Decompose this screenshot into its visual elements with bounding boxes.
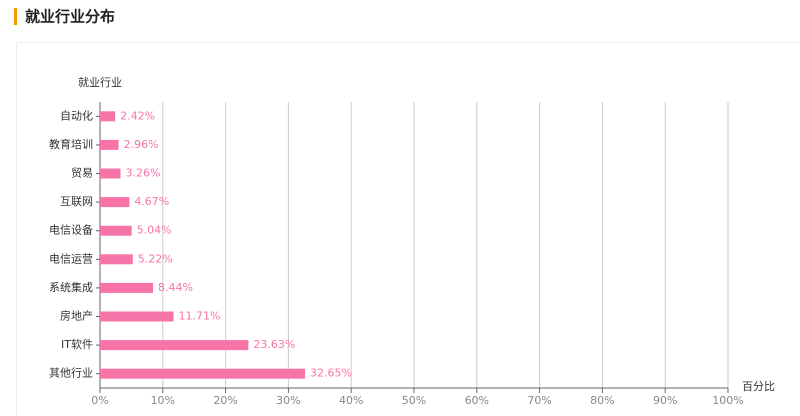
y-tick-label: 电信运营 <box>49 251 93 265</box>
value-label: 2.42% <box>120 109 155 122</box>
value-label: 23.63% <box>253 338 295 351</box>
x-tick-label: 50% <box>402 394 426 407</box>
x-tick-label: 70% <box>527 394 551 407</box>
value-label: 2.96% <box>124 138 159 151</box>
x-axis-label: 百分比 <box>742 380 775 393</box>
y-tick-label: 教育培训 <box>49 137 93 151</box>
y-axis-label: 就业行业 <box>78 75 122 89</box>
bar <box>100 254 133 265</box>
x-tick-label: 10% <box>151 394 175 407</box>
y-tick-label: 自动化 <box>60 108 93 122</box>
x-tick-label: 30% <box>276 394 300 407</box>
value-label: 11.71% <box>179 310 221 323</box>
y-tick-label: 电信设备 <box>49 223 93 237</box>
bar <box>100 340 249 351</box>
title-accent <box>14 8 17 25</box>
value-label: 5.04% <box>137 224 172 237</box>
bar <box>100 368 306 379</box>
panel <box>16 42 800 416</box>
bar <box>100 225 132 236</box>
y-tick-label: 房地产 <box>60 309 93 323</box>
bar <box>100 311 174 322</box>
value-label: 3.26% <box>125 167 160 180</box>
bar <box>100 139 119 150</box>
value-label: 4.67% <box>134 195 169 208</box>
x-tick-label: 20% <box>213 394 237 407</box>
value-label: 32.65% <box>310 367 352 380</box>
x-tick-label: 80% <box>590 394 614 407</box>
chart-title: 就业行业分布 <box>25 8 115 26</box>
bar <box>100 168 121 179</box>
bar <box>100 282 154 293</box>
y-tick-label: 系统集成 <box>49 280 93 294</box>
x-tick-label: 90% <box>653 394 677 407</box>
y-tick-label: IT软件 <box>61 337 93 351</box>
y-tick-label: 其他行业 <box>49 367 93 380</box>
bar <box>100 197 130 208</box>
x-tick-label: 60% <box>465 394 489 407</box>
y-tick-label: 互联网 <box>60 195 93 208</box>
bar <box>100 111 116 122</box>
value-label: 8.44% <box>158 281 193 294</box>
x-tick-label: 100% <box>712 394 743 407</box>
x-tick-label: 40% <box>339 394 363 407</box>
y-tick-label: 贸易 <box>71 167 93 180</box>
value-label: 5.22% <box>138 252 173 265</box>
x-tick-label: 0% <box>91 394 108 407</box>
